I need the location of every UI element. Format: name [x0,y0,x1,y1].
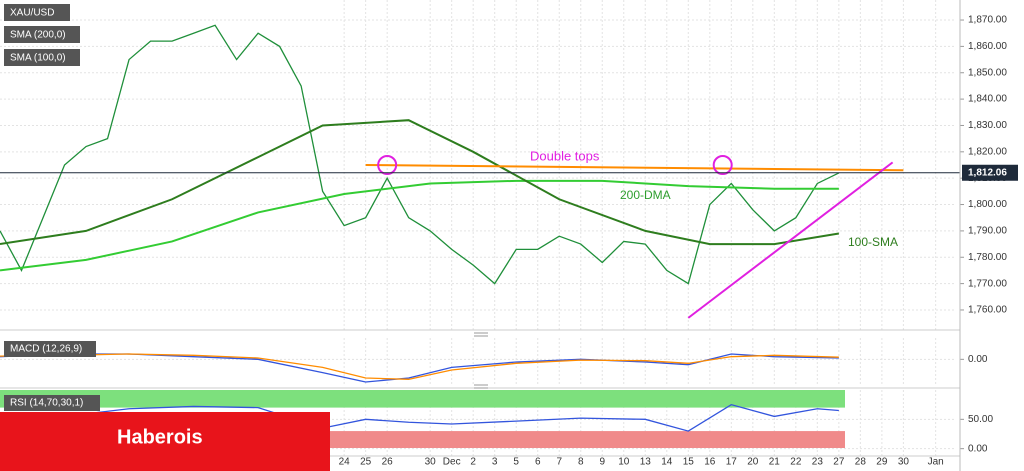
y-tick-label: 0.00 [968,443,988,454]
x-tick-label: 27 [833,457,845,468]
x-tick-label: 21 [769,457,781,468]
y-tick-label: 1,760.00 [968,305,1007,316]
annotation: Double tops [530,148,600,163]
trendline [365,164,904,172]
x-tick-label: 25 [360,457,372,468]
x-tick-label: 15 [683,457,695,468]
x-tick-label: 2 [470,457,476,468]
y-tick-label: 1,800.00 [968,199,1007,210]
handle [474,384,488,389]
last-price-box [962,164,1018,181]
x-tick-label: Dec [443,457,461,468]
panel-title: MACD (12,26,9) [10,344,82,355]
y-tick-label: 1,840.00 [968,94,1007,105]
annotation: 100-SMA [848,235,898,249]
x-tick-label: 23 [812,457,824,468]
x-tick-label: 10 [618,457,630,468]
overlay: 1,812.06 [962,164,1018,181]
series-line [0,403,839,432]
x-tick-label: 29 [876,457,888,468]
panel-title-box [4,395,100,411]
series-line [0,119,840,246]
x-tick-label: 16 [704,457,716,468]
watermark-box [0,412,330,471]
x-tick-label: 24 [339,457,351,468]
x-tick-label: 14 [661,457,673,468]
x-tick-label: 30 [898,457,910,468]
x-tick-label: 9 [599,457,605,468]
y-tick-label: 1,860.00 [968,41,1007,52]
panel-title: RSI (14,70,30,1) [10,398,83,409]
y-tick-label: 1,830.00 [968,120,1007,131]
legend-entry: XAU/USD [10,8,54,19]
watermark: Haberois [117,426,203,448]
legend-box [4,4,70,21]
y-tick-label: 1,780.00 [968,252,1007,263]
x-tick-label: 26 [382,457,394,468]
series-line [0,353,839,383]
y-tick-label: 1,850.00 [968,67,1007,78]
x-tick-label: 28 [855,457,867,468]
last-price-label: 1,812.06 [968,167,1007,178]
x-tick-label: 3 [492,457,498,468]
x-tick-label: 20 [747,457,759,468]
annotation: 200-DMA [620,188,671,202]
series-line [0,24,840,285]
x-tick-label: 22 [790,457,802,468]
series-line [0,353,839,380]
x-tick-label: 13 [640,457,652,468]
handle [474,332,488,337]
x-tick-label: 30 [425,457,437,468]
y-tick-label: 50.00 [968,414,993,425]
x-tick-label: 8 [578,457,584,468]
y-tick-label: 1,770.00 [968,278,1007,289]
x-tick-label: 6 [535,457,541,468]
series-line [0,179,839,272]
x-tick-label: Jan [928,457,944,468]
trendline [687,161,894,319]
y-tick-label: 1,790.00 [968,226,1007,237]
highlight-circle [377,155,398,175]
legend-entry: SMA (200,0) [10,30,66,41]
x-tick-label: 17 [726,457,738,468]
highlight-circle [712,155,733,175]
x-tick-label: 5 [513,457,519,468]
y-tick-label: 1,870.00 [968,15,1007,26]
legend-entry: SMA (100,0) [10,53,66,64]
marks [0,24,960,432]
panel-title-box [4,341,96,357]
x-tick-label: 7 [556,457,562,468]
y-tick-label: 0.00 [968,354,988,365]
legend-box [4,49,80,66]
legend-box [4,26,80,43]
overbought-zone [0,390,845,408]
y-tick-label: 1,820.00 [968,146,1007,157]
